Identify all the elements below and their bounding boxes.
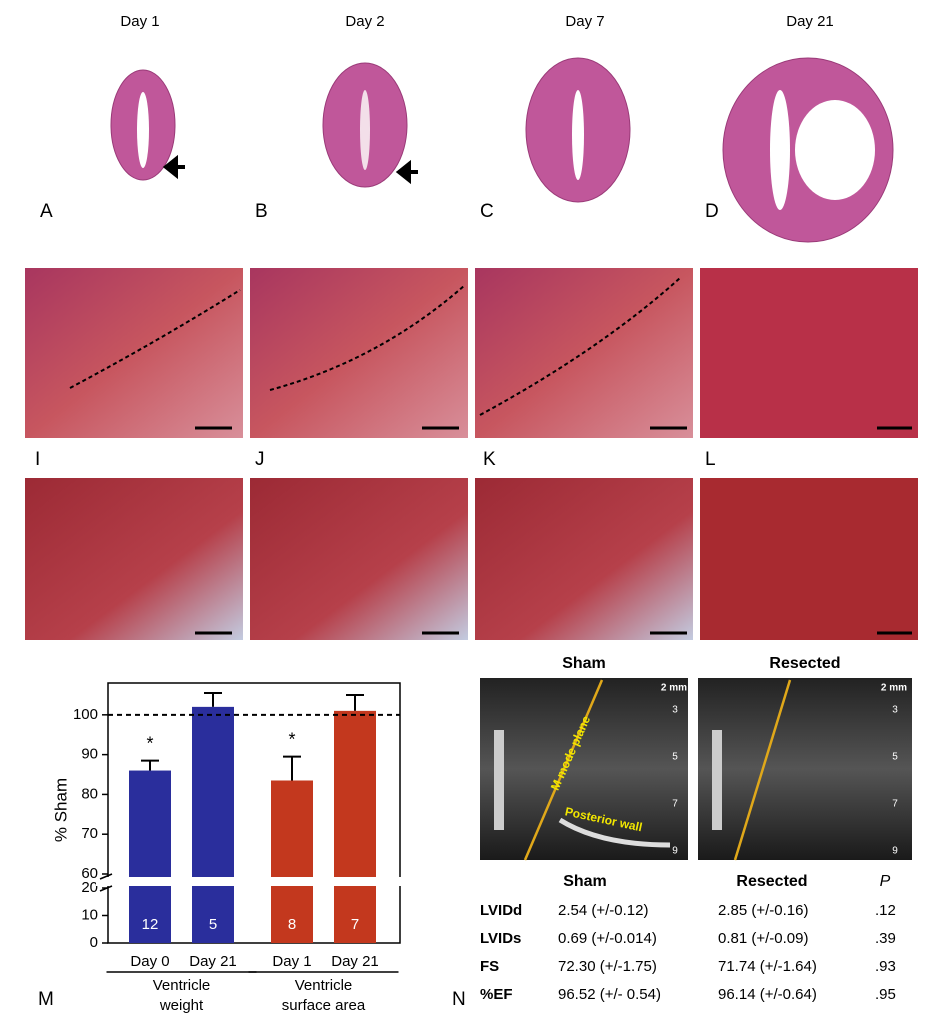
n-label: 5 <box>209 916 217 933</box>
echo-depth: 5 <box>672 752 678 763</box>
echo-depth: 7 <box>672 799 678 810</box>
echo-scale: 2 mm <box>881 683 907 694</box>
table-cell: 2.54 (+/-0.12) <box>558 902 648 919</box>
group-label: Ventricle weight <box>152 977 211 1014</box>
table-cell: 0.69 (+/-0.014) <box>558 930 657 947</box>
echo-scale: 2 mm <box>661 683 687 694</box>
table-cell: LVIDs <box>480 930 521 947</box>
table-cell: %EF <box>480 986 513 1003</box>
y-tick-label: 80 <box>81 785 98 802</box>
panel-label: D <box>705 201 719 222</box>
panel-label: A <box>40 201 53 222</box>
panel-label: L <box>705 449 716 470</box>
table-header: Sham <box>563 873 607 890</box>
y-tick-label: 0 <box>90 934 98 951</box>
panel-label: B <box>255 201 268 222</box>
panel-label: J <box>255 449 265 470</box>
y-tick-label: 60 <box>81 865 98 882</box>
table-cell: 72.30 (+/-1.75) <box>558 958 657 975</box>
n-label: 8 <box>288 916 296 933</box>
panel-label: K <box>483 449 496 470</box>
category-label: Day 21 <box>331 953 379 970</box>
echo-depth: 9 <box>672 846 678 857</box>
table-header: Resected <box>736 873 807 890</box>
echo-depth: 7 <box>892 799 898 810</box>
significance: * <box>146 733 153 753</box>
break-mark <box>99 873 113 880</box>
plot-frame <box>107 682 401 944</box>
panel-label: N <box>452 989 466 1010</box>
heart-sections <box>110 57 894 243</box>
y-tick-label: 100 <box>73 706 98 723</box>
echo-depth: 5 <box>892 752 898 763</box>
break-mark <box>99 885 113 892</box>
table-cell: .93 <box>875 958 896 975</box>
day-label: Day 21 <box>786 13 834 30</box>
table-cell: 0.81 (+/-0.09) <box>718 930 808 947</box>
table-cell: FS <box>480 958 499 975</box>
category-label: Day 21 <box>189 953 237 970</box>
arrows <box>162 154 418 185</box>
category-label: Day 0 <box>130 953 169 970</box>
y-tick-label: 20 <box>81 879 98 896</box>
n-label: 7 <box>351 916 359 933</box>
panel-label: C <box>480 201 494 222</box>
table-cell: .39 <box>875 930 896 947</box>
table-cell: .95 <box>875 986 896 1003</box>
echo-depth: 3 <box>672 705 678 716</box>
table-cell: 96.52 (+/- 0.54) <box>558 986 661 1003</box>
table-header: P <box>880 873 891 890</box>
echo-title: Resected <box>769 655 840 672</box>
bar <box>192 706 234 943</box>
echo-title: Sham <box>562 655 606 672</box>
day-label: Day 1 <box>120 13 159 30</box>
bar <box>271 780 313 943</box>
table-cell: 2.85 (+/-0.16) <box>718 902 808 919</box>
table-cell: LVIDd <box>480 902 522 919</box>
y-axis-label: % Sham <box>51 778 70 842</box>
panel-label: M <box>38 989 54 1010</box>
echo-depth: 3 <box>892 705 898 716</box>
n-label: 12 <box>142 916 159 933</box>
y-tick-label: 70 <box>81 825 98 842</box>
day-label: Day 2 <box>345 13 384 30</box>
echo-depth: 9 <box>892 846 898 857</box>
group-label: Ventricle surface area <box>281 977 366 1014</box>
y-tick-label: 90 <box>81 746 98 763</box>
table-cell: 71.74 (+/-1.64) <box>718 958 817 975</box>
echo-images <box>480 678 912 861</box>
histology-panels <box>25 268 918 640</box>
category-label: Day 1 <box>272 953 311 970</box>
bar <box>129 770 171 943</box>
bar <box>334 710 376 943</box>
panel-label: I <box>35 449 40 470</box>
axis-break <box>96 877 408 886</box>
significance: * <box>288 729 295 749</box>
day-label: Day 7 <box>565 13 604 30</box>
table-cell: .12 <box>875 902 896 919</box>
table-cell: 96.14 (+/-0.64) <box>718 986 817 1003</box>
y-tick-label: 10 <box>81 906 98 923</box>
